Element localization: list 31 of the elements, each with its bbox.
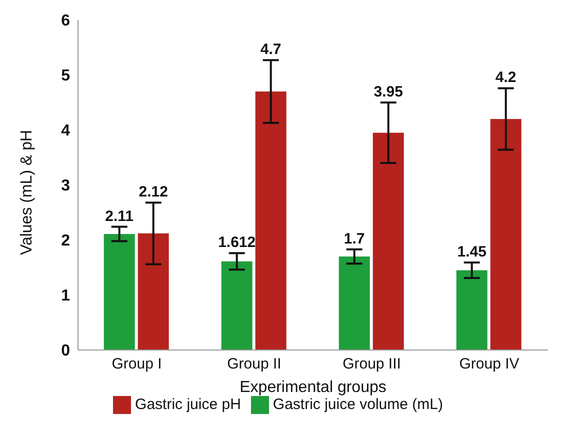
data-label: 4.2 — [495, 69, 516, 86]
bar — [255, 92, 286, 350]
bar — [372, 132, 404, 350]
data-label: 1.45 — [457, 244, 486, 261]
data-label: 3.95 — [374, 84, 403, 100]
y-tick-label: 4 — [61, 122, 70, 140]
y-tick-label: 3 — [61, 178, 70, 195]
x-tick-label: Group I — [112, 356, 162, 373]
bar — [138, 233, 169, 350]
bar — [221, 261, 252, 350]
bar — [104, 234, 135, 350]
data-label: 2.12 — [138, 184, 168, 201]
y-tick-label: 5 — [61, 68, 70, 85]
data-label: 4.7 — [260, 41, 282, 58]
legend-label: Gastric juice volume (mL) — [272, 396, 443, 413]
data-label: 2.11 — [105, 208, 134, 225]
y-tick-label: 1 — [61, 288, 70, 305]
y-tick-label: 6 — [61, 12, 70, 30]
data-label: 1.7 — [344, 230, 365, 248]
legend-label: Gastric juice pH — [135, 396, 241, 413]
x-tick-label: Group IV — [459, 356, 520, 373]
y-axis-title: Values (mL) & pH — [18, 130, 36, 255]
bar — [456, 270, 488, 350]
bar — [338, 256, 370, 350]
y-tick-label: 0 — [61, 342, 70, 360]
y-tick-label: 2 — [61, 232, 70, 250]
data-label: 1.612 — [218, 234, 256, 252]
x-axis-title: Experimental groups — [240, 379, 386, 396]
bar — [490, 119, 522, 350]
x-tick-label: Group III — [342, 356, 401, 373]
x-tick-label: Group II — [227, 356, 282, 373]
